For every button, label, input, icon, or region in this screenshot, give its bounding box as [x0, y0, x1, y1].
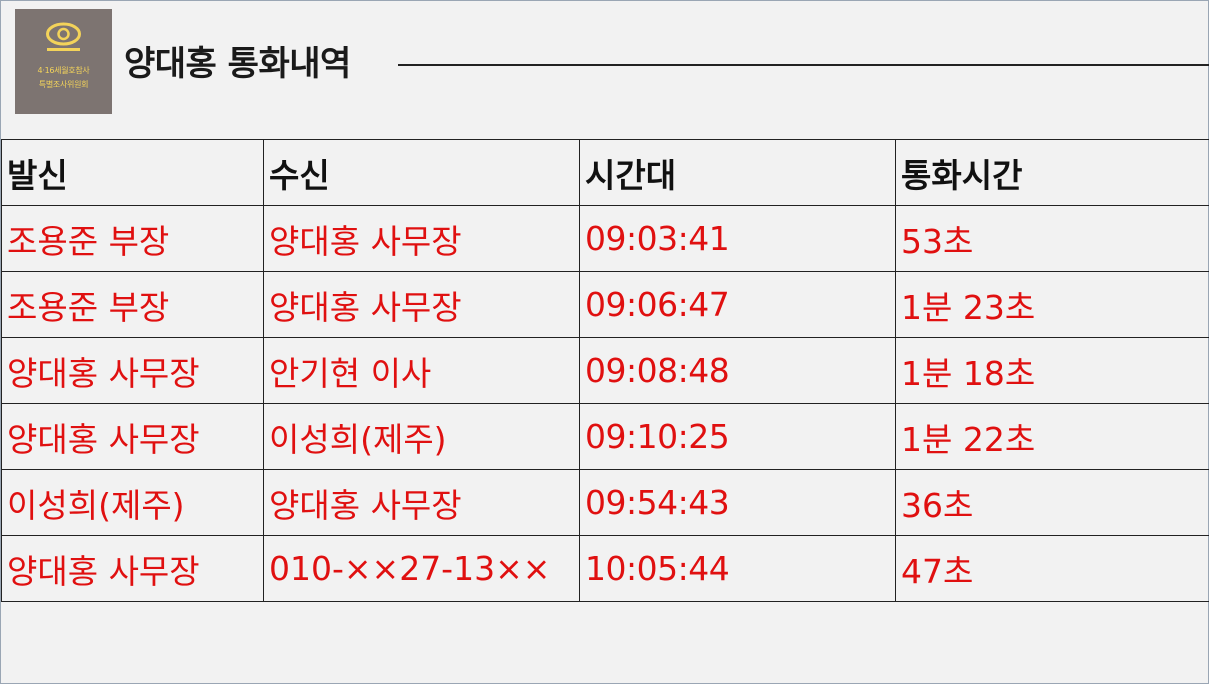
- header-duration: 통화시간: [895, 139, 1209, 206]
- cell-receiver: 양대홍 사무장: [263, 469, 580, 536]
- cell-time: 10:05:44: [579, 535, 896, 602]
- table-row: 양대홍 사무장 안기현 이사 09:08:48 1분 18초: [1, 337, 1209, 404]
- cell-receiver: 안기현 이사: [263, 337, 580, 404]
- cell-receiver: 양대홍 사무장: [263, 205, 580, 272]
- call-log-table: 발신 수신 시간대 통화시간 조용준 부장 양대홍 사무장 09:03:41 5…: [1, 139, 1209, 602]
- cell-time: 09:10:25: [579, 403, 896, 470]
- header-receiver: 수신: [263, 139, 580, 206]
- cell-duration: 53초: [895, 205, 1209, 272]
- cell-receiver: 010-××27-13××: [263, 535, 580, 602]
- cell-duration: 1분 22초: [895, 403, 1209, 470]
- page-title: 양대홍 통화내역: [124, 44, 351, 84]
- title-divider: [398, 64, 1209, 66]
- cell-caller: 이성희(제주): [1, 469, 264, 536]
- cell-time: 09:06:47: [579, 271, 896, 338]
- cell-duration: 36초: [895, 469, 1209, 536]
- cell-receiver: 이성희(제주): [263, 403, 580, 470]
- table-row: 조용준 부장 양대홍 사무장 09:03:41 53초: [1, 205, 1209, 272]
- cell-duration: 47초: [895, 535, 1209, 602]
- cell-caller: 양대홍 사무장: [1, 535, 264, 602]
- cell-time: 09:03:41: [579, 205, 896, 272]
- table-header-row: 발신 수신 시간대 통화시간: [1, 139, 1209, 206]
- eye-icon: [46, 22, 81, 51]
- cell-caller: 조용준 부장: [1, 271, 264, 338]
- table-row: 이성희(제주) 양대홍 사무장 09:54:43 36초: [1, 469, 1209, 536]
- cell-duration: 1분 23초: [895, 271, 1209, 338]
- cell-duration: 1분 18초: [895, 337, 1209, 404]
- logo: 4·16세월호참사 특별조사위원회: [15, 9, 112, 114]
- header-caller: 발신: [1, 139, 264, 206]
- table-row: 조용준 부장 양대홍 사무장 09:06:47 1분 23초: [1, 271, 1209, 338]
- cell-time: 09:54:43: [579, 469, 896, 536]
- logo-text-line2: 특별조사위원회: [38, 80, 89, 89]
- logo-text-line1: 4·16세월호참사: [37, 66, 90, 75]
- cell-time: 09:08:48: [579, 337, 896, 404]
- table-row: 양대홍 사무장 이성희(제주) 09:10:25 1분 22초: [1, 403, 1209, 470]
- table-row: 양대홍 사무장 010-××27-13×× 10:05:44 47초: [1, 535, 1209, 602]
- cell-caller: 양대홍 사무장: [1, 337, 264, 404]
- cell-caller: 조용준 부장: [1, 205, 264, 272]
- cell-caller: 양대홍 사무장: [1, 403, 264, 470]
- cell-receiver: 양대홍 사무장: [263, 271, 580, 338]
- header-time: 시간대: [579, 139, 896, 206]
